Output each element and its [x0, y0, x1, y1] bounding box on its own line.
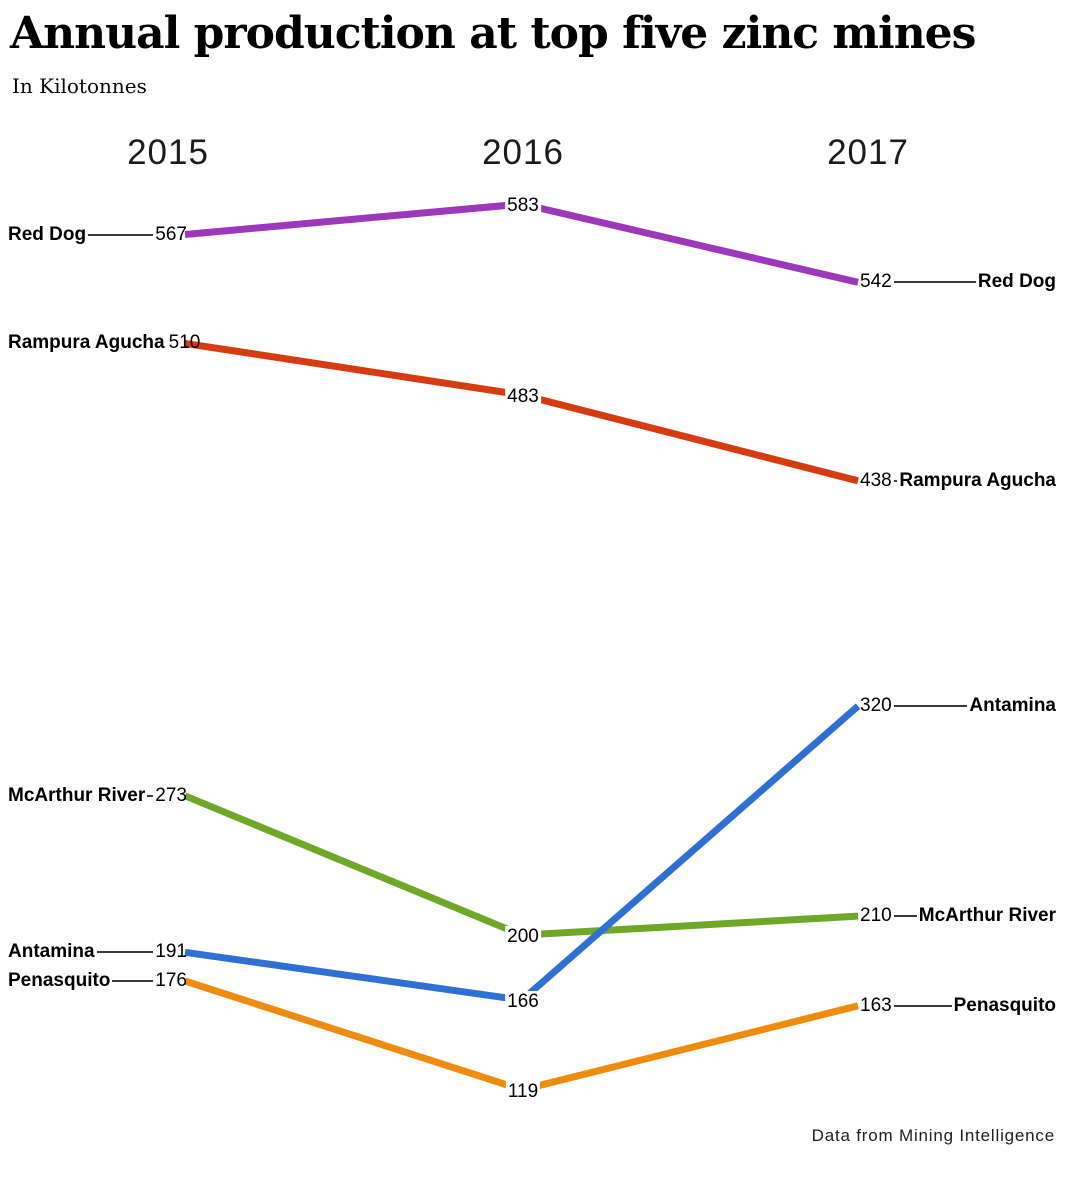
right-connector-antamina — [893, 705, 968, 707]
value-antamina-2017: 320 — [860, 695, 892, 716]
right-label-row-penasquito: 163 Penasquito — [860, 995, 1056, 1017]
left-connector-mcarthur-river — [147, 795, 154, 797]
series-line-antamina — [184, 703, 861, 1004]
value-penasquito-2016: 119 — [505, 1081, 541, 1103]
value-mcarthur-river-2017: 210 — [860, 905, 892, 926]
series-name-right-red-dog: Red Dog — [977, 271, 1056, 292]
right-connector-red-dog — [893, 281, 976, 283]
page-subtitle: In Kilotonnes — [12, 74, 147, 98]
value-rampura-agucha-2016: 483 — [505, 386, 541, 408]
value-red-dog-2016: 583 — [505, 195, 541, 217]
axis-label-2017: 2017 — [827, 133, 909, 172]
left-connector-antamina — [96, 951, 154, 953]
left-label-row-mcarthur-river: McArthur River 273 — [8, 785, 187, 807]
right-connector-penasquito — [893, 1005, 952, 1007]
series-name-rampura-agucha: Rampura Agucha — [8, 332, 165, 353]
axis-label-2016: 2016 — [482, 133, 564, 172]
series-name-mcarthur-river: McArthur River — [8, 785, 146, 806]
left-label-row-antamina: Antamina 191 — [8, 941, 187, 963]
right-connector-mcarthur-river — [893, 915, 917, 917]
series-name-right-antamina: Antamina — [969, 695, 1056, 716]
right-label-row-rampura-agucha: 438 Rampura Agucha — [860, 470, 1056, 492]
series-name-antamina: Antamina — [8, 941, 95, 962]
right-connector-rampura-agucha — [893, 480, 898, 482]
value-rampura-agucha-2015: 510 — [168, 332, 201, 353]
series-line-mcarthur-river — [183, 792, 859, 939]
series-name-right-mcarthur-river: McArthur River — [918, 905, 1056, 926]
value-red-dog-2015: 567 — [155, 224, 187, 245]
left-connector-red-dog — [88, 234, 154, 236]
value-rampura-agucha-2017: 438 — [860, 470, 892, 491]
value-antamina-2015: 191 — [155, 941, 187, 962]
series-name-red-dog: Red Dog — [8, 224, 87, 245]
series-line-rampura-agucha — [184, 339, 859, 485]
series-name-penasquito: Penasquito — [8, 970, 111, 991]
value-mcarthur-river-2016: 200 — [505, 926, 541, 948]
right-label-row-antamina: 320 Antamina — [860, 695, 1056, 717]
value-red-dog-2017: 542 — [860, 271, 892, 292]
right-label-row-red-dog: 542 Red Dog — [860, 271, 1056, 293]
series-name-right-rampura-agucha: Rampura Agucha — [899, 470, 1056, 491]
value-penasquito-2015: 176 — [155, 970, 187, 991]
series-name-right-penasquito: Penasquito — [953, 995, 1056, 1016]
page-title: Annual production at top five zinc mines — [10, 8, 976, 59]
left-label-row-red-dog: Red Dog 567 — [8, 224, 187, 246]
left-label-row-penasquito: Penasquito 176 — [8, 970, 187, 992]
left-label-row-rampura-agucha: Rampura Agucha 510 — [8, 332, 200, 354]
left-connector-penasquito — [112, 980, 154, 982]
data-source-note: Data from Mining Intelligence — [811, 1126, 1055, 1145]
value-mcarthur-river-2015: 273 — [155, 785, 187, 806]
right-label-row-mcarthur-river: 210 McArthur River — [860, 905, 1056, 927]
value-antamina-2016: 166 — [505, 991, 541, 1013]
value-penasquito-2017: 163 — [860, 995, 892, 1016]
axis-label-2015: 2015 — [127, 133, 209, 172]
